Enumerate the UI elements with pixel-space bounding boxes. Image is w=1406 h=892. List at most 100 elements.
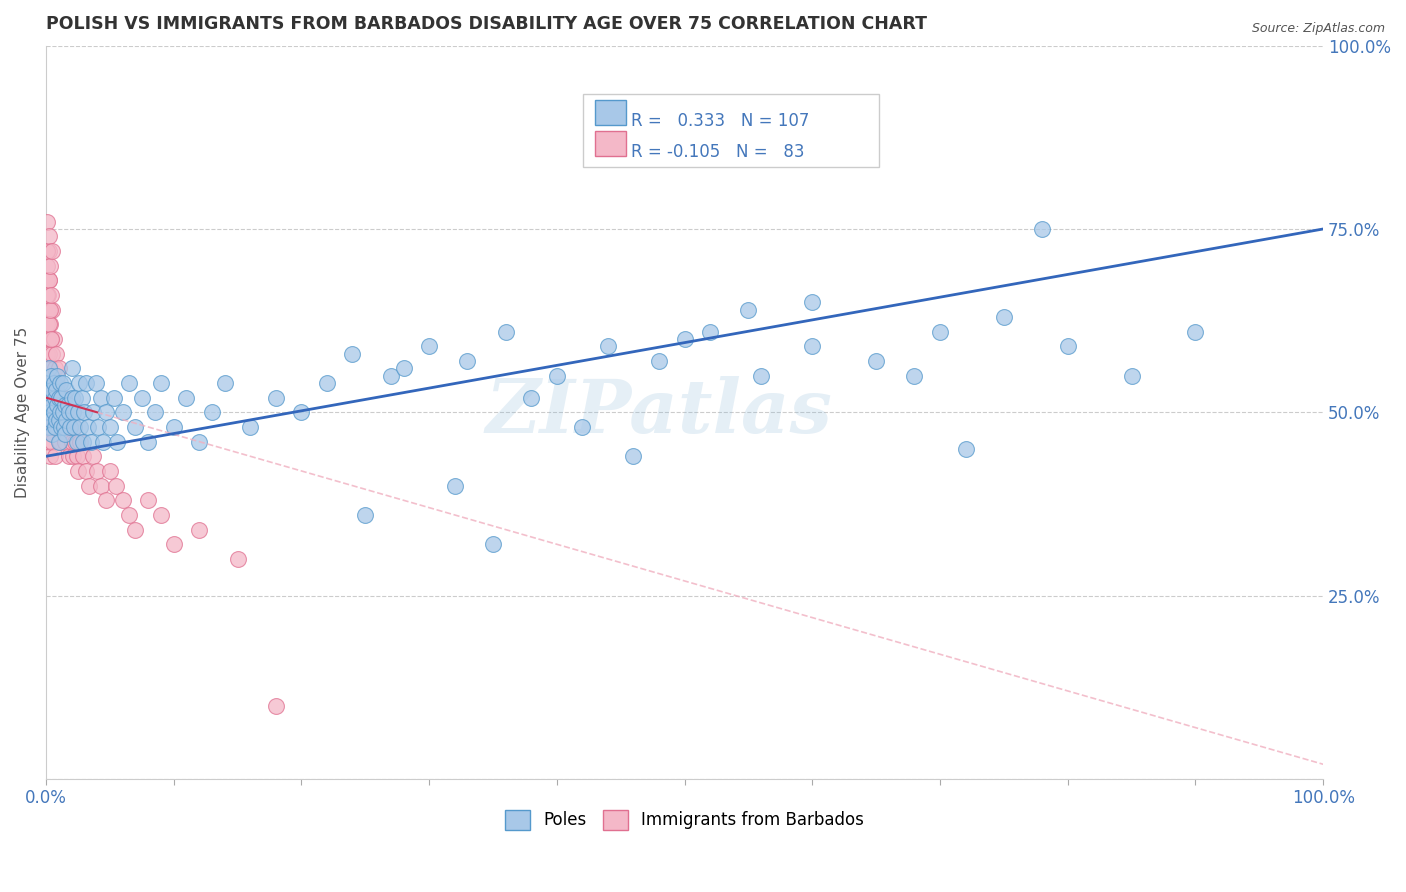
Point — [48, 361, 70, 376]
Point — [41, 434, 63, 449]
Point — [49, 391, 72, 405]
Point — [699, 325, 721, 339]
Point — [51, 391, 73, 405]
Point — [105, 478, 128, 492]
Point — [37, 405, 59, 419]
Point — [749, 368, 772, 383]
Point — [37, 288, 59, 302]
Point — [37, 376, 59, 390]
Y-axis label: Disability Age Over 75: Disability Age Over 75 — [15, 326, 30, 498]
Point — [418, 339, 440, 353]
Point — [39, 420, 62, 434]
Point — [66, 405, 89, 419]
Point — [149, 508, 172, 522]
Point — [41, 302, 63, 317]
Point — [98, 420, 121, 434]
Point — [75, 464, 97, 478]
Point — [1056, 339, 1078, 353]
Point — [392, 361, 415, 376]
Point — [131, 391, 153, 405]
Point — [41, 427, 63, 442]
Point — [38, 302, 60, 317]
Legend: Poles, Immigrants from Barbados: Poles, Immigrants from Barbados — [498, 803, 870, 837]
Point — [45, 346, 67, 360]
Point — [136, 434, 159, 449]
Point — [38, 361, 60, 376]
Point — [39, 288, 62, 302]
Point — [66, 464, 89, 478]
Point — [342, 346, 364, 360]
Text: POLISH VS IMMIGRANTS FROM BARBADOS DISABILITY AGE OVER 75 CORRELATION CHART: POLISH VS IMMIGRANTS FROM BARBADOS DISAB… — [46, 15, 927, 33]
Point — [56, 398, 79, 412]
Point — [623, 450, 645, 464]
Point — [143, 405, 166, 419]
Point — [53, 434, 76, 449]
Text: R =   0.333   N = 107: R = 0.333 N = 107 — [631, 112, 810, 129]
Point — [65, 434, 87, 449]
Point — [955, 442, 977, 456]
Point — [65, 450, 87, 464]
Point — [38, 318, 60, 332]
Point — [443, 478, 465, 492]
Point — [38, 450, 60, 464]
Point — [60, 361, 83, 376]
Point — [41, 384, 63, 398]
Point — [38, 361, 60, 376]
Point — [39, 412, 62, 426]
Point — [52, 420, 75, 434]
Point — [72, 434, 94, 449]
Point — [118, 376, 141, 390]
Point — [98, 464, 121, 478]
Point — [37, 214, 59, 228]
Point — [37, 244, 59, 258]
Point — [38, 346, 60, 360]
Point — [107, 434, 129, 449]
Point — [72, 450, 94, 464]
Point — [46, 398, 69, 412]
Point — [65, 391, 87, 405]
Point — [49, 376, 72, 390]
Point — [45, 384, 67, 398]
Point — [46, 376, 69, 390]
Point — [52, 420, 75, 434]
Point — [86, 464, 108, 478]
Point — [903, 368, 925, 383]
Point — [35, 273, 58, 287]
Point — [865, 354, 887, 368]
Point — [993, 310, 1015, 324]
Point — [596, 339, 619, 353]
Point — [176, 391, 198, 405]
Point — [41, 244, 63, 258]
Point — [58, 450, 80, 464]
Point — [44, 405, 66, 419]
Point — [38, 391, 60, 405]
Point — [94, 405, 117, 419]
Point — [48, 434, 70, 449]
Point — [53, 398, 76, 412]
Point — [226, 552, 249, 566]
Point — [38, 318, 60, 332]
Point — [42, 420, 65, 434]
Point — [41, 346, 63, 360]
Point — [69, 434, 91, 449]
Point — [38, 229, 60, 244]
Point — [53, 427, 76, 442]
Point — [264, 698, 287, 713]
Point — [38, 244, 60, 258]
Point — [42, 405, 65, 419]
Text: Source: ZipAtlas.com: Source: ZipAtlas.com — [1251, 22, 1385, 36]
Point — [39, 332, 62, 346]
Point — [239, 420, 262, 434]
Point — [48, 405, 70, 419]
Point — [55, 405, 77, 419]
Point — [264, 391, 287, 405]
Point — [55, 412, 77, 426]
Point — [59, 420, 82, 434]
Point — [49, 405, 72, 419]
Point — [82, 405, 104, 419]
Point — [136, 493, 159, 508]
Point — [41, 398, 63, 412]
Point — [37, 288, 59, 302]
Point — [39, 376, 62, 390]
Point — [571, 420, 593, 434]
